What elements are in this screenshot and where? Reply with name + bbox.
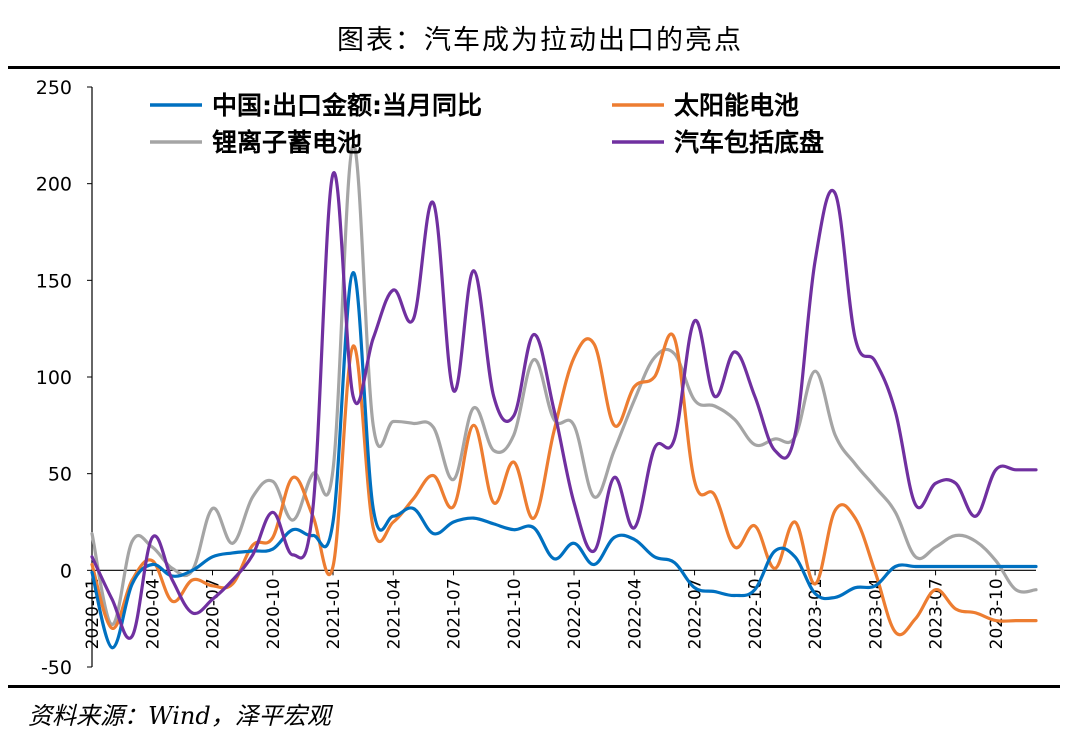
legend-label-lithium-batteries: 锂离子蓄电池 xyxy=(212,128,362,157)
legend-label-solar-cells: 太阳能电池 xyxy=(674,91,799,120)
series-line-export-yoy xyxy=(90,270,1038,650)
x-tick-label: 2022-10 xyxy=(746,578,766,649)
x-tick-label: 2020-04 xyxy=(143,578,163,649)
y-tick-label: 150 xyxy=(36,270,72,292)
series-line-lithium-batteries xyxy=(90,143,1038,627)
x-tick-label: 2023-07 xyxy=(927,578,947,649)
y-tick-label: 250 xyxy=(36,77,72,99)
x-tick-label: 2023-10 xyxy=(987,578,1007,649)
y-tick-label: -50 xyxy=(41,657,72,679)
source-note: 资料来源：Wind，泽平宏观 xyxy=(28,702,331,730)
top-rule xyxy=(8,66,1060,69)
legend-label-autos-incl-chassis: 汽车包括底盘 xyxy=(674,128,824,157)
y-tick-label: 100 xyxy=(36,367,72,389)
x-tick-label: 2023-04 xyxy=(866,578,886,649)
x-tick-label: 2021-01 xyxy=(324,578,344,649)
x-tick-label: 2021-10 xyxy=(505,578,525,649)
chart-series xyxy=(90,143,1038,650)
x-tick-label: 2021-07 xyxy=(445,578,465,649)
bottom-rule xyxy=(8,685,1060,688)
x-tick-label: 2022-07 xyxy=(686,578,706,649)
x-tick-label: 2020-10 xyxy=(264,578,284,649)
series-line-autos-incl-chassis xyxy=(90,171,1038,640)
x-tick-label: 2022-04 xyxy=(625,578,645,649)
legend-label-export-yoy: 中国:出口金额:当月同比 xyxy=(212,91,482,120)
y-tick-label: 50 xyxy=(48,464,72,486)
chart-title: 图表：汽车成为拉动出口的亮点 xyxy=(337,25,743,56)
x-tick-label: 2021-04 xyxy=(384,578,404,649)
y-tick-label: 200 xyxy=(36,174,72,196)
y-tick-label: 0 xyxy=(60,560,72,582)
series-line-solar-cells xyxy=(90,332,1038,637)
x-tick-label: 2022-01 xyxy=(565,578,585,649)
x-tick-label: 2023-01 xyxy=(806,578,826,649)
